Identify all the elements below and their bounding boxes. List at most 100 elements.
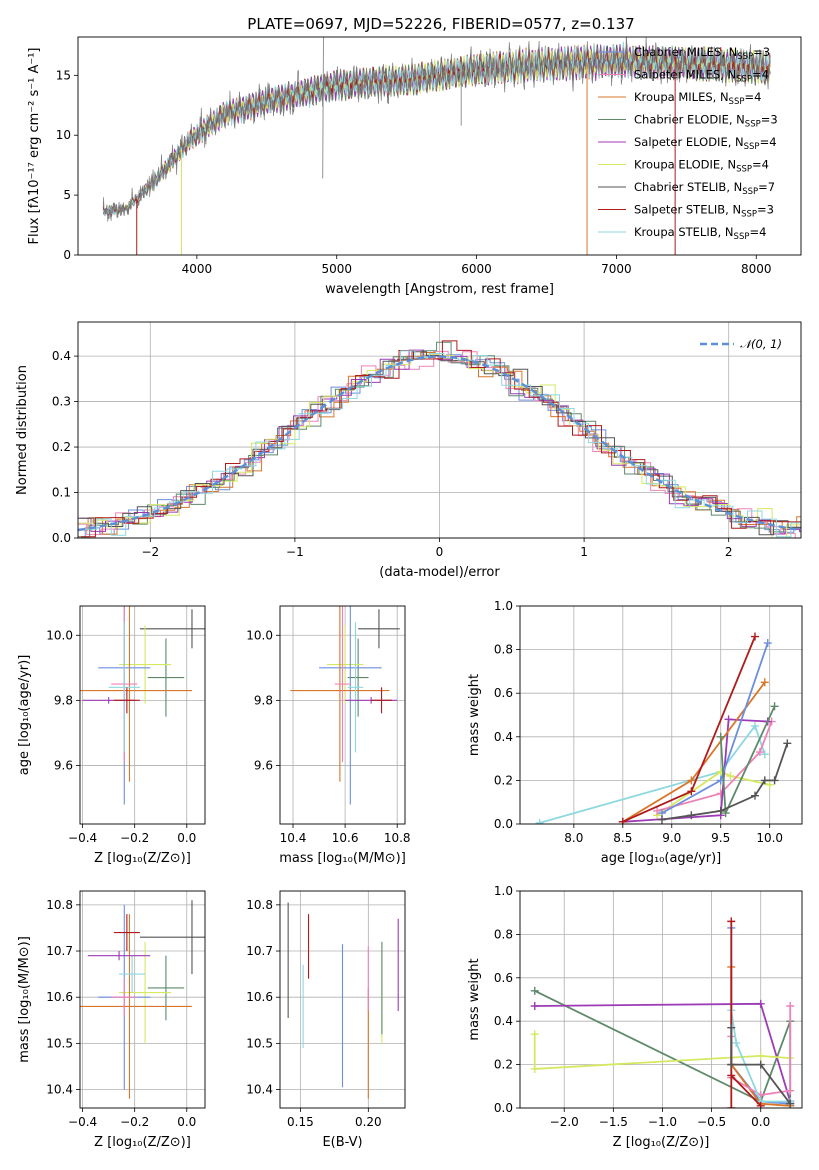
y-tick-label: 0 xyxy=(63,248,71,262)
x-tick-label: 10.0 xyxy=(756,831,783,845)
residual-histogram xyxy=(78,354,801,538)
figure-title: PLATE=0697, MJD=52226, FIBERID=0577, z=0… xyxy=(247,15,634,33)
y-tick-label: 1.0 xyxy=(494,884,513,898)
mass-weight-line xyxy=(730,921,762,1108)
y-tick-label: 0.8 xyxy=(494,643,513,657)
y-tick-label: 10 xyxy=(56,128,71,142)
mass-weight-marker xyxy=(755,748,764,757)
y-tick-label: 10.7 xyxy=(246,944,273,958)
mass-weight-marker xyxy=(618,817,627,824)
legend-label-tail: =4 xyxy=(752,68,769,82)
y-tick-label: 5 xyxy=(63,188,71,202)
mass-weight-marker xyxy=(756,1101,765,1108)
legend-label-sub: SSP xyxy=(744,142,760,152)
legend-label-main: Salpeter MILES, N xyxy=(634,68,736,82)
x-tick-label: 8000 xyxy=(741,262,772,276)
x-tick-label: 0.0 xyxy=(751,1115,770,1129)
plot-area xyxy=(80,900,205,1099)
x-tick-label: 10.6 xyxy=(332,831,359,845)
plot-area xyxy=(102,37,771,255)
residual-histogram xyxy=(80,340,801,538)
mass-weight-marker xyxy=(727,917,736,926)
mass-weight-marker xyxy=(727,1071,736,1080)
y-tick-label: 0.1 xyxy=(52,486,71,500)
y-tick-label: 10.5 xyxy=(246,1036,273,1050)
legend-label: Chabrier ELODIE, NSSP=3 xyxy=(634,113,778,130)
y-tick-label: 10.0 xyxy=(46,628,73,642)
x-tick-label: 0.0 xyxy=(177,831,196,845)
x-tick-label: −2.0 xyxy=(550,1115,579,1129)
legend-label-tail: =3 xyxy=(761,113,778,127)
x-tick-label: 9.0 xyxy=(662,831,681,845)
legend-label-sub: SSP xyxy=(729,97,745,107)
legend-label: Chabrier MILES, NSSP=3 xyxy=(634,45,770,62)
residuals-panel: −2 −1 0 1 2 0.0 0.1 0.2 0.3 0.4 (data-model)/error… xyxy=(15,321,802,580)
legend-label-sub: SSP xyxy=(741,210,757,220)
legend-label-main: Chabrier STELIB, N xyxy=(634,180,742,194)
y-tick-label: 10.8 xyxy=(246,898,273,912)
axes-frame xyxy=(77,321,802,539)
mass-weight-marker xyxy=(786,1086,795,1095)
legend-label-sub: SSP xyxy=(736,75,752,85)
mass-weight-marker xyxy=(727,1104,736,1108)
y-tick-label: 10.4 xyxy=(246,1083,273,1097)
x-tick-label: 7000 xyxy=(601,262,632,276)
legend-label-tail: =3 xyxy=(757,203,774,217)
x-tick-label: 8.5 xyxy=(613,831,632,845)
x-tick-label: −0.4 xyxy=(68,1115,97,1129)
x-axis-label: (data-model)/error xyxy=(379,565,500,580)
legend-label-sub: SSP xyxy=(745,120,761,130)
y-tick-label: 1.0 xyxy=(494,599,513,613)
y-tick-label: 0.4 xyxy=(52,349,71,363)
mass-weight-marker xyxy=(760,678,769,687)
mass-weight-line xyxy=(730,1027,791,1105)
y-tick-label: 15 xyxy=(56,68,71,82)
plot-area xyxy=(530,917,795,1108)
x-tick-label: 0.0 xyxy=(177,1115,196,1129)
y-tick-label: 9.6 xyxy=(254,758,273,772)
y-tick-label: 0.6 xyxy=(494,971,513,985)
legend-label-main: Kroupa ELODIE, N xyxy=(634,158,736,172)
mass-weight-marker xyxy=(727,1060,736,1069)
x-axis-label: Z [log₁₀(Z/Z⊙)] xyxy=(613,1135,710,1150)
legend-label-sub: SSP xyxy=(742,187,758,197)
y-tick-label: 9.8 xyxy=(254,693,273,707)
y-axis-label: Normed distribution xyxy=(15,365,30,495)
x-axis-label: mass [log₁₀(M/M⊙)] xyxy=(279,851,406,866)
x-tick-label: −0.2 xyxy=(120,831,149,845)
legend-label: Salpeter STELIB, NSSP=3 xyxy=(634,203,774,220)
mass-weight-marker xyxy=(727,1023,736,1032)
mass-weight-marker xyxy=(726,772,735,781)
y-tick-label: 0.4 xyxy=(494,730,513,744)
legend-label-sub: SSP xyxy=(734,232,750,242)
x-tick-label: 4000 xyxy=(182,262,213,276)
x-tick-label: 6000 xyxy=(461,262,492,276)
axes-frame xyxy=(519,890,803,1109)
mass-vs-metallicity-panel: −0.4 −0.2 0.0 10.4 10.5 10.6 10.7 10.8 Z [log₁₀(… xyxy=(17,890,206,1150)
axes-frame xyxy=(519,605,803,825)
mass-weight-marker xyxy=(786,1002,795,1011)
mass-weight-marker xyxy=(770,702,779,711)
mass-weight-marker xyxy=(721,809,730,818)
mass-weight-marker xyxy=(657,815,666,824)
x-tick-label: −1.5 xyxy=(599,1115,628,1129)
mass-weight-marker xyxy=(687,787,696,796)
y-tick-label: 0.2 xyxy=(52,440,71,454)
mass-weight-marker xyxy=(783,739,792,748)
mass-weight-line xyxy=(730,1010,791,1103)
mass-weight-marker xyxy=(751,721,759,730)
legend-label: Chabrier STELIB, NSSP=7 xyxy=(634,180,775,197)
weight-vs-age-panel: 8.0 8.5 9.0 9.5 10.0 0.0 0.2 0.4 0.6 0.8 1.0 age [l… xyxy=(467,599,803,866)
observed-spike xyxy=(322,37,324,179)
y-tick-label: 0.3 xyxy=(52,395,71,409)
y-tick-label: 10.8 xyxy=(46,898,73,912)
legend-label-main: Salpeter STELIB, N xyxy=(634,203,741,217)
mass-weight-marker xyxy=(763,639,772,648)
mass-weight-line xyxy=(533,1034,791,1070)
mass-weight-marker xyxy=(724,715,733,724)
y-tick-label: 0.0 xyxy=(52,531,71,545)
y-tick-label: 10.4 xyxy=(46,1083,73,1097)
normal-reference-curve xyxy=(78,355,801,532)
plot-area xyxy=(535,632,792,824)
